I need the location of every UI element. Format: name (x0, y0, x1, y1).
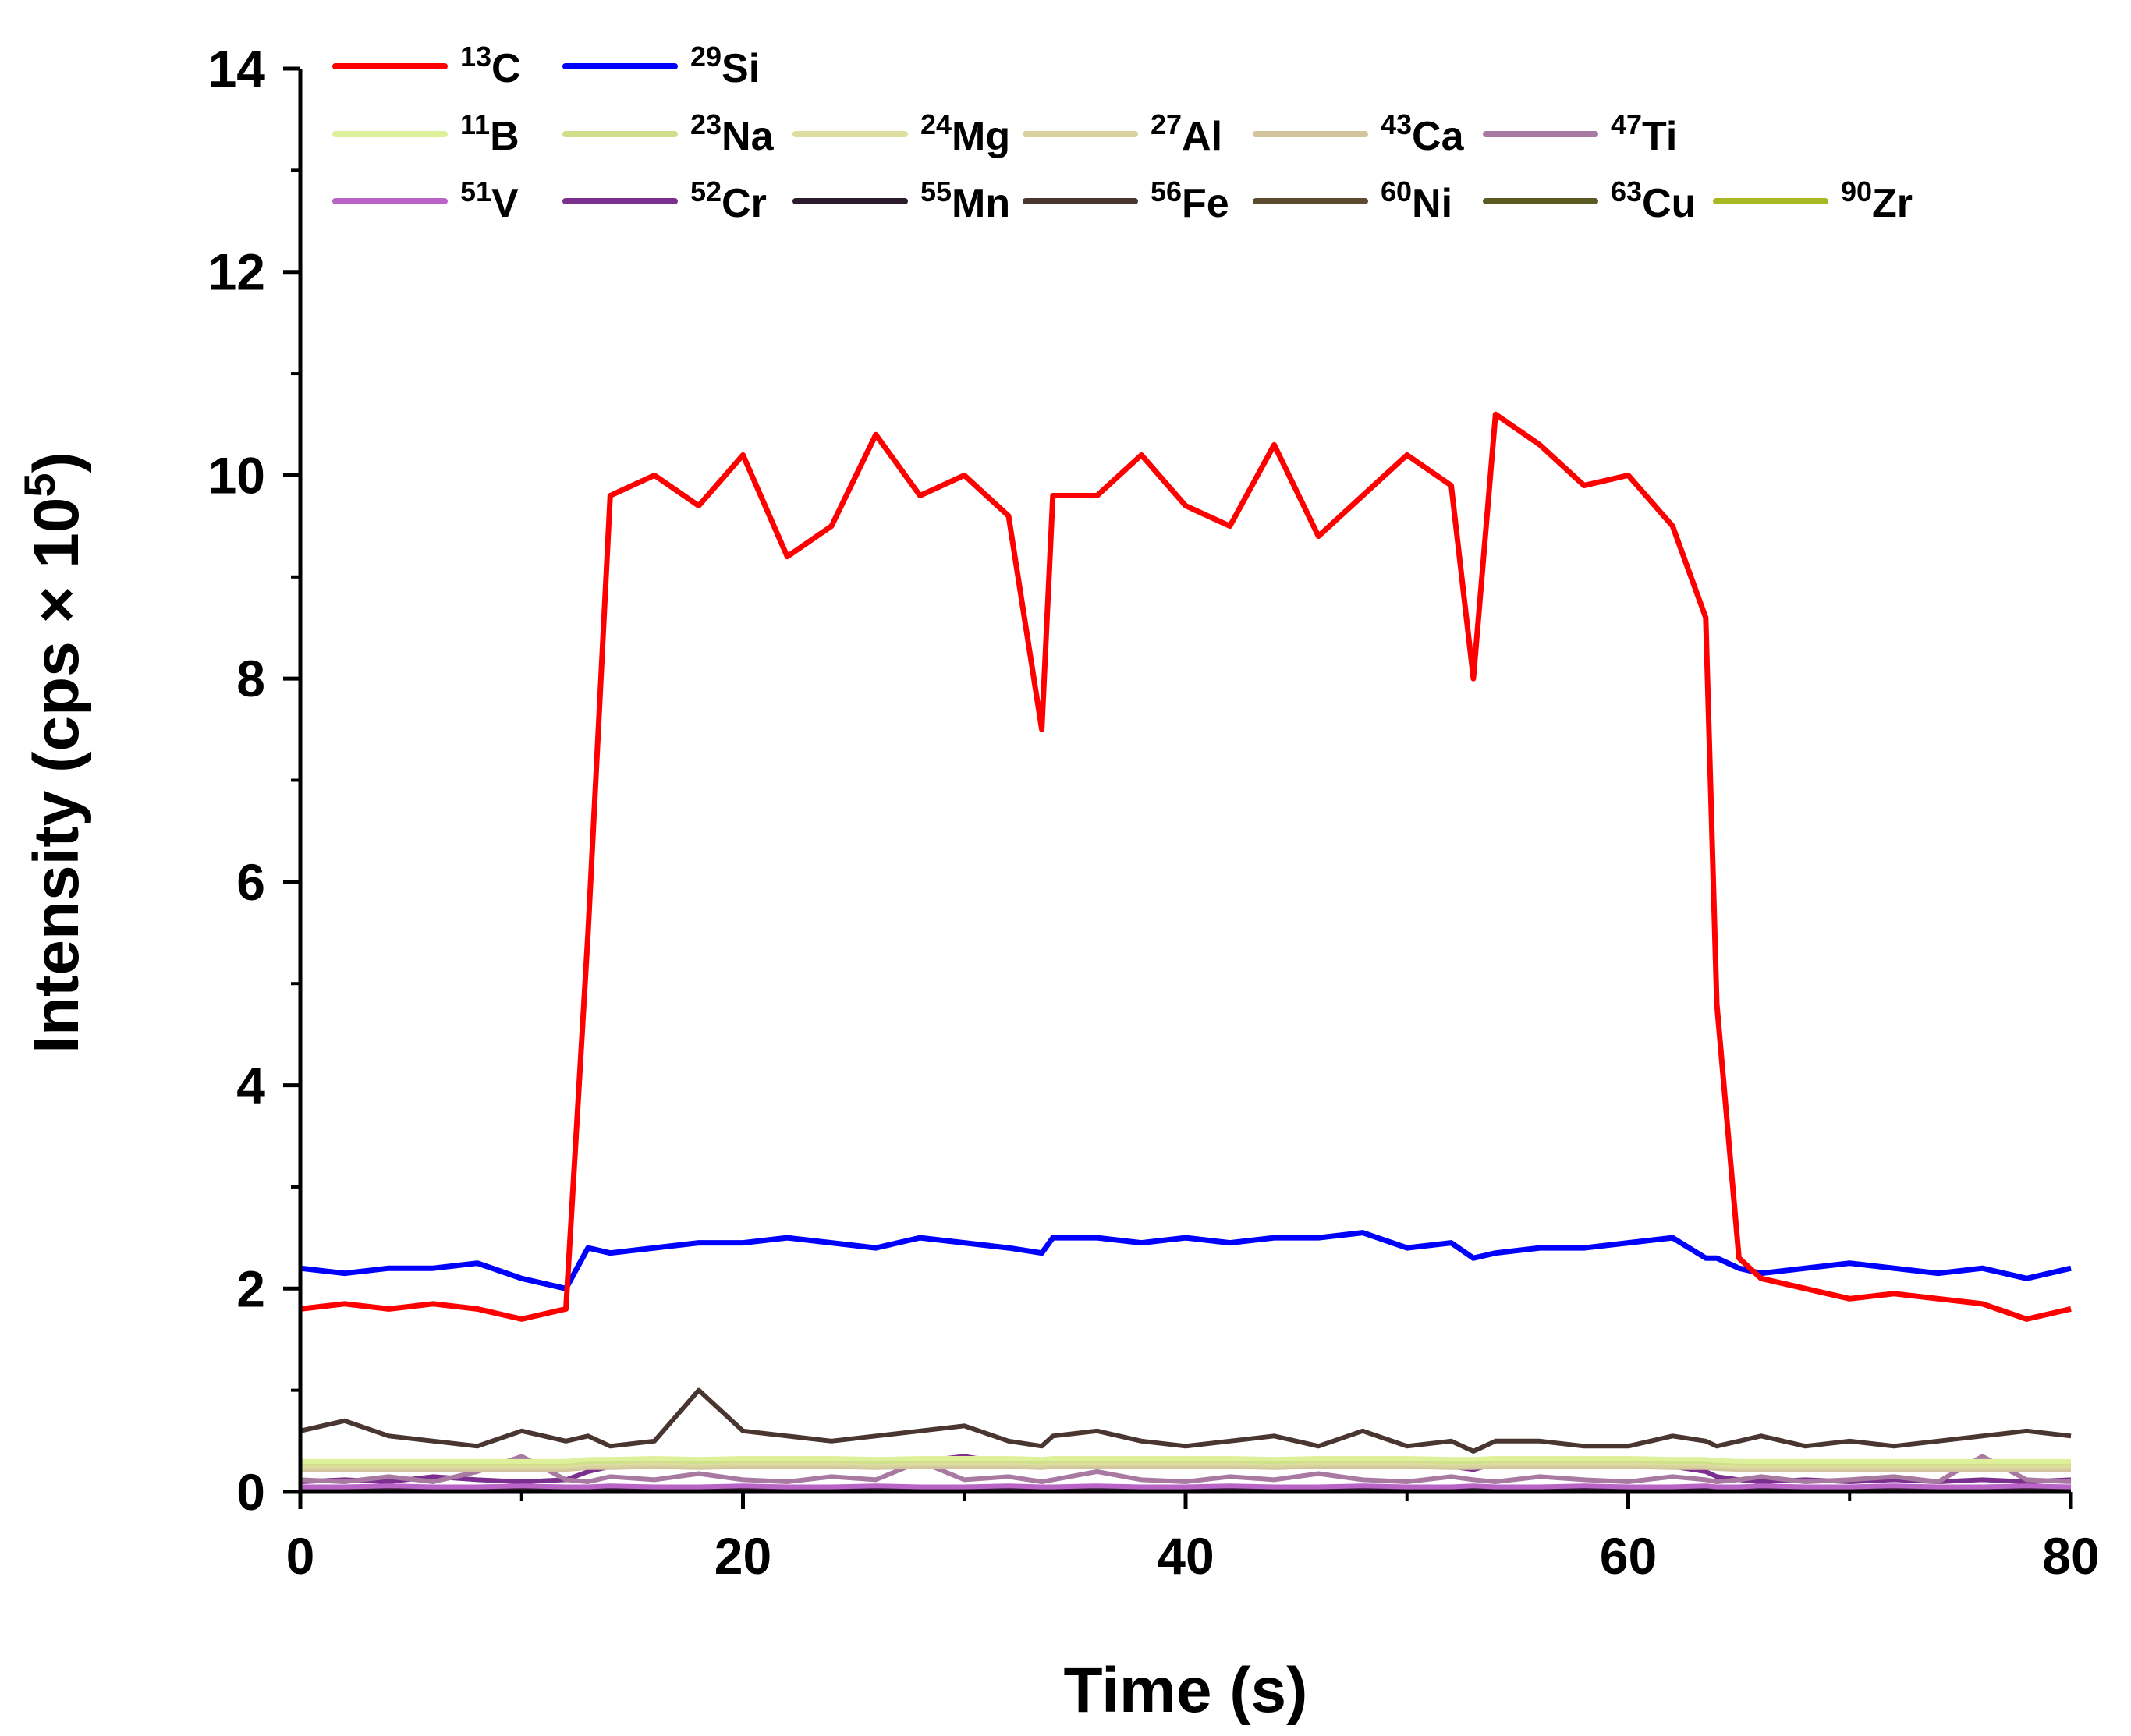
x-tick-label: 0 (286, 1527, 315, 1585)
y-tick-label: 12 (208, 243, 265, 301)
legend-element-symbol: C (491, 46, 521, 91)
y-axis-title-suffix: ) (21, 452, 92, 473)
series-line-56Fe (300, 1387, 2072, 1454)
legend-mass-number: 47 (1611, 108, 1642, 140)
legend-mass-number: 52 (690, 175, 722, 207)
legend-label-27Al: 27Al (1151, 108, 1222, 159)
x-tick-label: 80 (2042, 1527, 2099, 1585)
y-tick-label: 10 (208, 446, 265, 504)
y-tick-label: 2 (236, 1259, 265, 1317)
legend-element-symbol: Na (722, 114, 775, 159)
legend-label-43Ca: 43Ca (1381, 108, 1465, 159)
series-layer (300, 411, 2072, 1493)
legend-element-symbol: B (490, 114, 519, 159)
series-line-47Ti (300, 1454, 2072, 1484)
legend-label-90Zr: 90Zr (1841, 175, 1913, 226)
legend-label-11B: 11B (460, 108, 519, 159)
legend-element-symbol: Fe (1182, 181, 1229, 226)
legend-label-55Mn: 55Mn (920, 175, 1010, 226)
series-line-11B (300, 1456, 2071, 1464)
legend-element-symbol: Cu (1642, 181, 1696, 226)
y-tick-label: 0 (236, 1463, 265, 1521)
legend-element-symbol: Mg (952, 114, 1010, 159)
y-tick-label: 4 (236, 1057, 265, 1114)
legend-label-47Ti: 47Ti (1611, 108, 1677, 159)
legend-mass-number: 43 (1381, 108, 1412, 140)
legend-mass-number: 63 (1611, 175, 1642, 207)
legend-element-symbol: Cr (722, 181, 767, 226)
legend-element-symbol: Zr (1872, 181, 1913, 226)
y-tick-label: 8 (236, 650, 265, 707)
x-tick-label: 20 (714, 1527, 771, 1585)
legend-label-13C: 13C (460, 41, 521, 91)
legend-label-24Mg: 24Mg (920, 108, 1010, 159)
legend-label-56Fe: 56Fe (1151, 175, 1229, 226)
y-axis-title-exponent: 5 (15, 473, 64, 497)
legend-mass-number: 11 (460, 108, 490, 140)
y-axis-title-main: Intensity (cps × 10 (21, 498, 92, 1054)
legend-mass-number: 13 (460, 41, 491, 73)
x-axis-title: Time (s) (1064, 1655, 1308, 1726)
legend-label-51V: 51V (460, 175, 519, 226)
legend-element-symbol: V (491, 181, 519, 226)
x-tick-label: 60 (1600, 1527, 1657, 1585)
legend-label-52Cr: 52Cr (690, 175, 767, 226)
legend-element-symbol: Ca (1412, 114, 1465, 159)
legend-element-symbol: Mn (952, 181, 1010, 226)
legend-label-60Ni: 60Ni (1381, 175, 1452, 226)
legend-mass-number: 55 (920, 175, 952, 207)
y-tick-label: 6 (236, 853, 265, 911)
y-tick-label: 14 (208, 40, 266, 97)
legend-mass-number: 24 (920, 108, 952, 140)
y-axis-title: Intensity (cps × 105) (15, 452, 92, 1054)
legend-mass-number: 23 (690, 108, 722, 140)
legend-element-symbol: Ti (1642, 114, 1677, 159)
legend-element-symbol: Al (1182, 114, 1222, 159)
legend-mass-number: 90 (1841, 175, 1872, 207)
series-line-13C (300, 411, 2072, 1322)
legend-label-29Si: 29Si (690, 41, 760, 91)
legend-element-symbol: Ni (1412, 181, 1452, 226)
legend-label-23Na: 23Na (690, 108, 775, 159)
legend-mass-number: 56 (1151, 175, 1182, 207)
legend-mass-number: 27 (1151, 108, 1182, 140)
legend-mass-number: 51 (460, 175, 491, 207)
legend-element-symbol: Si (722, 46, 760, 91)
legend-mass-number: 60 (1381, 175, 1412, 207)
legend-mass-number: 29 (690, 41, 722, 73)
x-tick-label: 40 (1157, 1527, 1214, 1585)
legend-label-63Cu: 63Cu (1611, 175, 1696, 226)
